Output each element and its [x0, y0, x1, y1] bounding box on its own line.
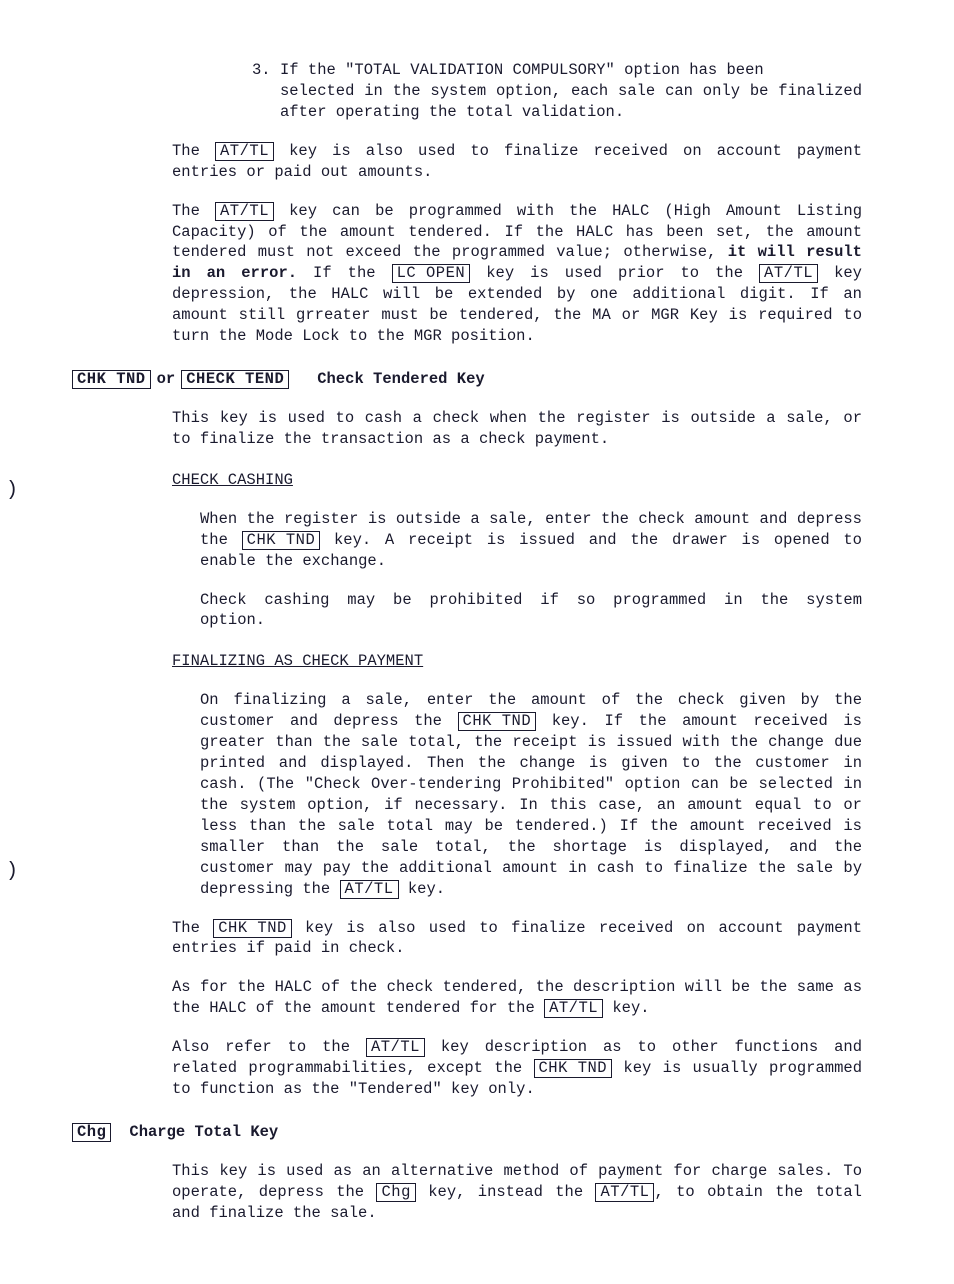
chktnd-key-icon: CHK TND — [72, 370, 151, 389]
margin-artifact-1: ) — [6, 477, 18, 504]
paragraph-finalizing: On finalizing a sale, enter the amount o… — [200, 690, 862, 899]
section-title: Charge Total Key — [129, 1123, 278, 1141]
section-head-check-tendered: CHK TND or CHECK TEND Check Tendered Key — [72, 369, 882, 390]
list-text-line1: If the "TOTAL VALIDATION COMPULSORY" opt… — [280, 61, 764, 79]
chktnd-key-icon: CHK TND — [242, 531, 321, 550]
paragraph-chk-intro: This key is used to cash a check when th… — [172, 408, 862, 450]
text: key is used prior to the — [470, 264, 759, 282]
text: key. — [399, 880, 446, 898]
chktnd-key-icon: CHK TND — [213, 919, 292, 938]
chg-key-icon: Chg — [72, 1123, 111, 1142]
paragraph-chk-also: The CHK TND key is also used to finalize… — [172, 918, 862, 960]
paragraph-halc-ref: As for the HALC of the check tendered, t… — [172, 977, 862, 1019]
attl-key-icon: AT/TL — [595, 1183, 654, 1202]
text: Also refer to the — [172, 1038, 366, 1056]
text: If the — [297, 264, 392, 282]
attl-key-icon: AT/TL — [215, 202, 274, 221]
chktnd-key-icon: CHK TND — [458, 712, 537, 731]
paragraph-also-refer: Also refer to the AT/TL key description … — [172, 1037, 862, 1100]
text: key. — [603, 999, 650, 1017]
subhead-finalizing: FINALIZING AS CHECK PAYMENT — [172, 651, 882, 672]
text: As for the HALC of the check tendered, t… — [172, 978, 862, 1017]
chg-key-icon: Chg — [376, 1183, 415, 1202]
text: This key is used to cash a check when th… — [172, 409, 862, 448]
section-title: Check Tendered Key — [317, 370, 484, 388]
text: The — [172, 142, 215, 160]
text: The — [172, 919, 213, 937]
list-number: 3. — [252, 60, 280, 81]
paragraph-halc: The AT/TL key can be programmed with the… — [172, 201, 862, 347]
checktend-key-icon: CHECK TEND — [181, 370, 289, 389]
margin-artifact-2: ) — [6, 858, 18, 885]
document-page: ) ) 3.If the "TOTAL VALIDATION COMPULSOR… — [0, 0, 954, 1284]
text: Check cashing may be prohibited if so pr… — [200, 591, 862, 630]
text: key is also used to finalize received on… — [172, 142, 862, 181]
paragraph-check-cashing-2: Check cashing may be prohibited if so pr… — [200, 590, 862, 632]
text: key. If the amount received is greater t… — [200, 712, 862, 897]
or-text: or — [157, 370, 176, 388]
attl-key-icon: AT/TL — [340, 880, 399, 899]
attl-key-icon: AT/TL — [215, 142, 274, 161]
attl-key-icon: AT/TL — [544, 999, 603, 1018]
paragraph-check-cashing-1: When the register is outside a sale, ent… — [200, 509, 862, 572]
paragraph-attl-finalize: The AT/TL key is also used to finalize r… — [172, 141, 862, 183]
text: key, instead the — [416, 1183, 596, 1201]
text: The — [172, 202, 215, 220]
subhead-check-cashing: CHECK CASHING — [172, 470, 882, 491]
chktnd-key-icon: CHK TND — [534, 1059, 613, 1078]
list-text-rest: selected in the system option, each sale… — [252, 81, 862, 123]
section-head-charge: Chg Charge Total Key — [72, 1122, 882, 1143]
paragraph-charge: This key is used as an alternative metho… — [172, 1161, 862, 1224]
lcopen-key-icon: LC OPEN — [392, 264, 471, 283]
list-item-3: 3.If the "TOTAL VALIDATION COMPULSORY" o… — [252, 60, 862, 123]
attl-key-icon: AT/TL — [366, 1038, 425, 1057]
attl-key-icon: AT/TL — [759, 264, 818, 283]
